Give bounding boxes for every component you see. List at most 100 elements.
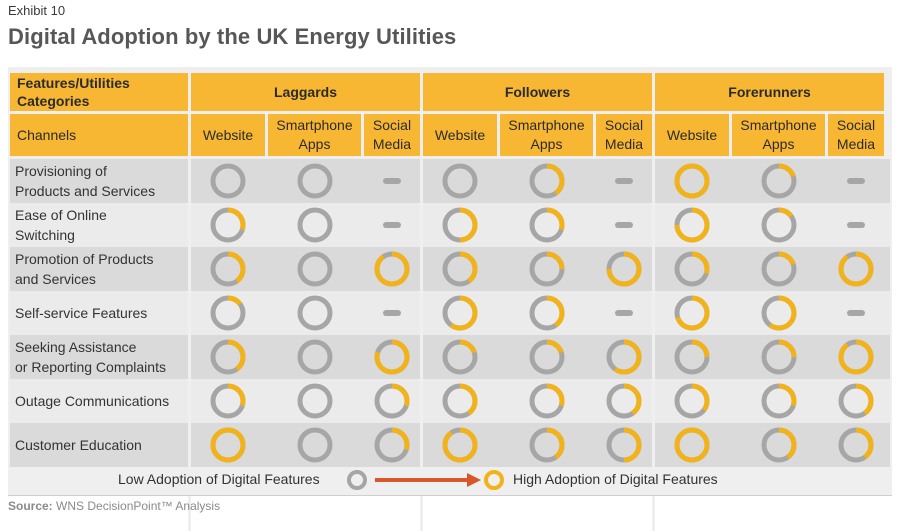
corner-header: Features/Utilities Categories [10,73,188,111]
adoption-ring-icon [529,383,564,419]
adoption-ring-icon [297,251,332,287]
adoption-cell [268,335,361,379]
adoption-cell [655,291,729,335]
not-applicable-dash-icon [615,178,633,184]
adoption-ring-icon [374,251,410,287]
channel-header: Website [655,114,729,156]
adoption-cell [596,379,652,423]
adoption-cell [828,335,884,379]
group-header-forerunners: Forerunners [655,73,884,111]
row-label: Outage Communications [15,393,170,409]
adoption-ring-icon [297,295,332,331]
adoption-ring-icon [442,207,478,243]
adoption-cell [364,159,420,203]
adoption-cell [596,247,652,291]
adoption-ring-icon [210,383,246,419]
table-row [10,247,890,291]
channel-header: Social Media [828,114,884,156]
adoption-cell [364,291,420,335]
adoption-ring-icon [761,427,796,463]
not-applicable-dash-icon [383,222,401,228]
group-divider [652,73,655,531]
adoption-cell [191,423,265,467]
adoption-ring-icon [761,295,796,331]
adoption-cell [732,335,825,379]
not-applicable-dash-icon [383,178,401,184]
adoption-cell [655,203,729,247]
source-text: WNS DecisionPoint™ Analysis [52,499,221,513]
adoption-cell [596,203,652,247]
adoption-ring-icon [838,251,874,287]
adoption-cell [596,423,652,467]
page-title: Digital Adoption by the UK Energy Utilit… [8,24,457,49]
adoption-cell [500,203,593,247]
adoption-ring-icon [442,383,478,419]
adoption-cell [828,247,884,291]
adoption-cell [364,379,420,423]
legend-arrow-head-icon [467,473,481,487]
row-label: Ease of Online Switching [15,207,107,243]
adoption-ring-icon [442,251,478,287]
table-row [10,423,890,467]
footer-divider [8,495,892,496]
adoption-cell [423,247,497,291]
adoption-ring-icon [210,207,246,243]
adoption-ring-icon [297,383,332,419]
adoption-cell [732,159,825,203]
adoption-cell [732,379,825,423]
not-applicable-dash-icon [847,178,865,184]
row-label: Customer Education [15,437,142,453]
adoption-ring-icon [606,427,642,463]
adoption-ring-icon [374,383,410,419]
row-label: Provisioning of Products and Services [15,163,156,199]
group-divider [188,73,191,531]
adoption-cell [191,203,265,247]
adoption-ring-icon [838,339,874,375]
adoption-ring-icon [606,251,642,287]
adoption-cell [423,159,497,203]
row-label: Promotion of Products and Services [15,251,154,287]
adoption-cell [191,291,265,335]
adoption-cell [732,247,825,291]
adoption-ring-icon [210,427,246,463]
row-label: Self-service Features [15,305,148,321]
adoption-ring-icon [442,427,478,463]
adoption-cell [828,291,884,335]
adoption-cell [268,423,361,467]
channel-header: Website [191,114,265,156]
adoption-cell [191,247,265,291]
adoption-cell [828,203,884,247]
adoption-cell [191,379,265,423]
table-row [10,159,890,203]
adoption-ring-icon [529,339,564,375]
legend-low-ring-icon [347,470,367,490]
adoption-cell [268,159,361,203]
adoption-ring-icon [442,163,478,199]
adoption-cell [500,335,593,379]
adoption-ring-icon [838,383,874,419]
adoption-ring-icon [529,251,564,287]
exhibit-label: Exhibit 10 [8,3,66,18]
adoption-cell [191,159,265,203]
adoption-cell [596,291,652,335]
adoption-cell [655,379,729,423]
adoption-cell [732,291,825,335]
channel-header: Smartphone Apps [268,114,361,156]
legend-high-ring-icon [484,470,504,490]
row-label: Seeking Assistance or Reporting Complain… [15,339,166,375]
adoption-ring-icon [674,251,710,287]
adoption-cell [268,379,361,423]
adoption-ring-icon [529,295,564,331]
adoption-cell [364,203,420,247]
adoption-ring-icon [674,207,710,243]
adoption-cell [655,335,729,379]
channel-header: Smartphone Apps [500,114,593,156]
source-prefix: Source: [8,499,53,513]
adoption-cell [732,423,825,467]
adoption-cell [423,291,497,335]
adoption-ring-icon [210,163,246,199]
adoption-cell [500,247,593,291]
adoption-ring-icon [761,163,796,199]
group-divider [420,73,423,531]
adoption-ring-icon [210,295,246,331]
